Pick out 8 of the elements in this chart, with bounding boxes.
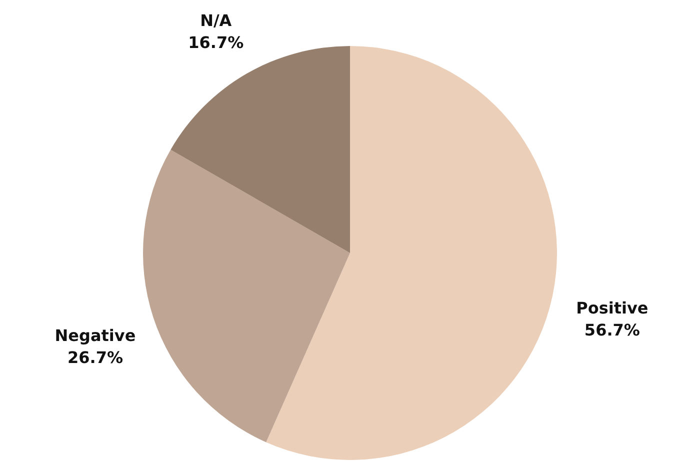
data-label: 16.7%: [188, 32, 244, 52]
slice-label: Positive: [576, 298, 648, 318]
slice-label: Negative: [54, 326, 136, 346]
pie-slice: [143, 150, 350, 442]
slice-label: N/A: [200, 10, 232, 30]
pie-slice: [266, 46, 557, 460]
data-label: 56.7%: [584, 320, 640, 340]
data-label: 26.7%: [67, 348, 123, 368]
